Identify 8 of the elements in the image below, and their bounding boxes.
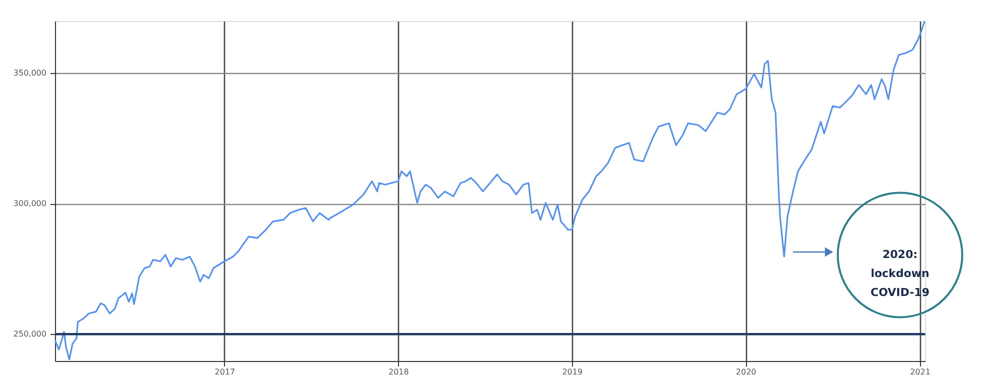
x-tick-label: 2019 bbox=[562, 368, 583, 376]
y-tick-label: 300,000 bbox=[13, 199, 46, 208]
y-tick-label: 250,000 bbox=[13, 330, 46, 339]
y-tick-label: 350,000 bbox=[13, 68, 46, 78]
x-tick-label: 2017 bbox=[214, 368, 236, 376]
x-tick-label: 2020 bbox=[736, 368, 756, 376]
x-tick-label: 2018 bbox=[388, 368, 409, 376]
x-tick-label: 2021 bbox=[910, 368, 930, 376]
